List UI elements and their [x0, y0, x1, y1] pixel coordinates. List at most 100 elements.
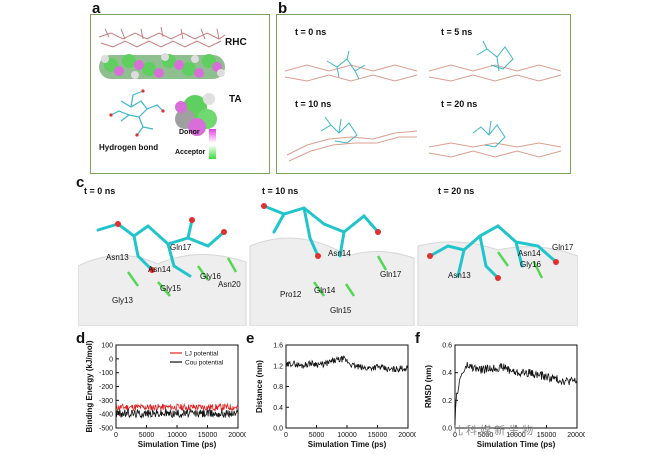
panel-label-a: a — [92, 0, 101, 17]
ta-oxygens — [109, 89, 165, 137]
y-tick-label: 1.6 — [273, 343, 283, 350]
ta-surface — [175, 93, 217, 136]
panel-label-e: e — [246, 330, 255, 347]
panel-b-time-10: t = 10 ns — [295, 99, 332, 109]
rhc-surface — [99, 53, 225, 79]
x-tick-label: 10000 — [506, 432, 526, 439]
residue-label: Gln14 — [314, 286, 336, 295]
residue-label: Pro12 — [280, 290, 302, 299]
y-axis-label: Binding Energy (kJ/mol) — [85, 340, 94, 432]
panel-c-oxygens — [115, 203, 559, 281]
panel-b-time-20: t = 20 ns — [441, 99, 478, 109]
series-line — [285, 355, 409, 373]
x-tick-label: 0 — [453, 432, 457, 439]
series-line — [115, 402, 239, 412]
y-tick-label: 0.0 — [273, 426, 283, 433]
y-tick-label: -500 — [99, 426, 113, 433]
residue-label: Gln17 — [552, 243, 574, 252]
panel-a-structures — [98, 26, 226, 159]
y-axis-label: Distance (nm) — [255, 360, 264, 413]
plot-frame — [285, 344, 409, 429]
panel-c-time-0: t = 0 ns — [84, 186, 116, 196]
residue-label: Asn13 — [448, 271, 471, 280]
x-axis-label: Simulation Time (ps) — [308, 440, 387, 449]
y-tick-label: 0 — [109, 356, 113, 363]
residue-label: Gly15 — [160, 284, 181, 293]
y-tick-label: 0.8 — [273, 384, 283, 391]
snapshot-protein-chains — [284, 64, 562, 162]
residue-label: Asn14 — [328, 249, 351, 258]
y-tick-label: 0.0 — [442, 426, 452, 433]
x-tick-label: 20000 — [567, 432, 585, 439]
donor-gradient-bar — [209, 129, 216, 143]
donor-label: Donor — [179, 129, 200, 136]
x-tick-label: 5000 — [478, 432, 494, 439]
panel-c-surfaces — [78, 237, 578, 326]
panel-label-b: b — [278, 0, 288, 17]
residue-label: Asn14 — [518, 249, 541, 258]
panel-a-frame: RHC TA Donor Acceptor Hydrogen bond — [90, 14, 270, 174]
watermark: 儿 科 媒 新 生 物 — [452, 425, 534, 437]
hydrogen-bond-label: Hydrogen bond — [99, 143, 159, 152]
legend-entry: Cou potential — [185, 360, 224, 367]
panel-c-binding-sites — [78, 203, 578, 326]
legend-entry: LJ potential — [185, 351, 219, 358]
y-tick-label: -400 — [99, 412, 113, 419]
panel-b-time-0: t = 0 ns — [295, 27, 327, 37]
acceptor-gradient-bar — [209, 145, 216, 159]
ta-stick-model — [110, 90, 164, 136]
y-tick-label: -100 — [99, 370, 113, 377]
y-tick-label: -200 — [99, 384, 113, 391]
panel-b-frame: t = 0 ns t = 5 ns t = 10 ns t = 20 ns — [276, 14, 571, 174]
x-tick-label: 20000 — [228, 432, 246, 439]
x-axis-label: Simulation Time (ps) — [477, 440, 556, 449]
panel-b-time-5: t = 5 ns — [441, 27, 473, 37]
residue-label: Asn20 — [218, 280, 241, 289]
y-tick-label: 100 — [101, 343, 113, 350]
x-tick-label: 15000 — [368, 432, 388, 439]
panel-c-time-20: t = 20 ns — [438, 186, 475, 196]
residue-label: Gln17 — [170, 243, 192, 252]
x-tick-label: 0 — [284, 432, 288, 439]
rhc-stick-chain — [98, 26, 226, 48]
residue-label: Gln15 — [330, 306, 352, 315]
series-line — [115, 408, 239, 419]
chart-d-binding-energy: 0 5000 10000 15000 20000 100 0 -100 -200 -300 -400… — [85, 340, 246, 449]
x-tick-label: 0 — [114, 432, 118, 439]
y-tick-label: -300 — [99, 398, 113, 405]
y-tick-label: 0.4 — [442, 370, 452, 377]
panel-label-f: f — [415, 330, 420, 347]
chart-e-distance: 0 5000 10000 15000 20000 0.0 0.4 0.8 1.2 1.6 Simul… — [255, 343, 416, 450]
x-tick-label: 15000 — [537, 432, 557, 439]
panel-c-residue-sticks — [126, 251, 544, 297]
panel-c-time-10: t = 10 ns — [262, 186, 299, 196]
residue-label: Gln17 — [380, 270, 402, 279]
residue-label: Asn13 — [106, 253, 129, 262]
snapshot-ligands — [320, 40, 514, 148]
x-tick-label: 15000 — [198, 432, 218, 439]
x-axis-label: Simulation Time (ps) — [138, 440, 217, 449]
residue-label: Asn14 — [148, 265, 171, 274]
acceptor-label: Acceptor — [175, 149, 206, 156]
plot-frame — [454, 344, 578, 429]
x-tick-label: 5000 — [139, 432, 155, 439]
y-tick-label: 1.2 — [273, 363, 283, 370]
residue-label: Gly13 — [112, 296, 133, 305]
x-tick-label: 5000 — [309, 432, 325, 439]
x-tick-label: 20000 — [398, 432, 416, 439]
panel-label-d: d — [76, 330, 86, 347]
ta-label: TA — [229, 94, 242, 105]
rhc-label: RHC — [225, 37, 247, 48]
chart-f-rmsd: 0 5000 10000 15000 20000 0.0 0.2 0.4 0.6 Simulati… — [424, 343, 585, 450]
x-tick-label: 10000 — [167, 432, 187, 439]
y-axis-label: RMSD (nm) — [424, 365, 433, 408]
panel-label-c: c — [76, 174, 85, 191]
series-line — [454, 362, 578, 425]
y-tick-label: 0.2 — [442, 398, 452, 405]
panel-c-ligand-sticks — [96, 204, 558, 280]
panel-b-snapshots — [284, 40, 562, 162]
y-tick-label: 0.4 — [273, 405, 283, 412]
residue-label: Gly16 — [520, 260, 541, 269]
x-tick-label: 10000 — [337, 432, 357, 439]
residue-label: Gly16 — [200, 272, 221, 281]
